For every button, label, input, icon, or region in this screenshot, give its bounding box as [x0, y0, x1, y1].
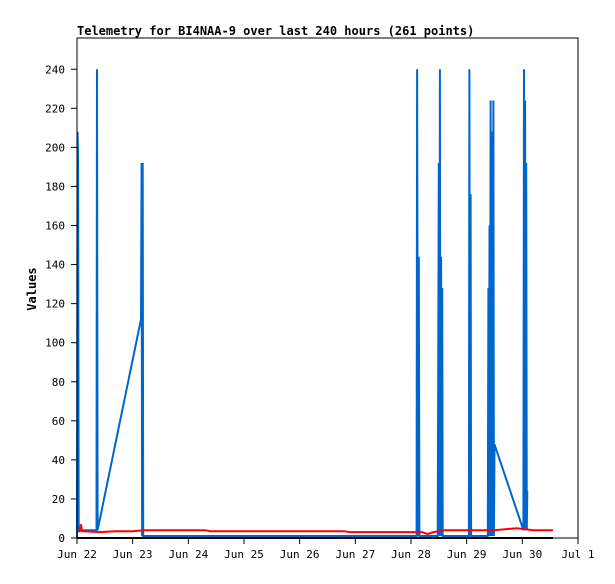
y-tick-label: 140: [45, 259, 65, 272]
y-axis-label: Values: [25, 267, 39, 310]
y-tick-label: 220: [45, 102, 65, 115]
series-layer: [76, 69, 553, 539]
y-tick-label: 240: [45, 63, 65, 76]
x-axis-ticks: Jun 22 Jun 23 Jun 24 Jun 25 Jun 26 Jun 27 Jun …: [57, 538, 595, 561]
y-tick-label: 80: [52, 376, 65, 389]
y-tick-label: 200: [45, 141, 65, 154]
x-tick-label: Jun 22: [57, 548, 97, 561]
y-axis-ticks: 0 20 40 60 80 100 120 140 160 180 200 220 240: [45, 63, 77, 545]
y-tick-label: 120: [45, 298, 65, 311]
y-tick-label: 0: [58, 532, 65, 545]
x-tick-label: Jun 30: [502, 548, 542, 561]
x-tick-label: Jun 28: [391, 548, 431, 561]
x-tick-label: Jun 29: [447, 548, 487, 561]
y-tick-label: 40: [52, 454, 65, 467]
y-tick-label: 180: [45, 180, 65, 193]
y-tick-label: 100: [45, 337, 65, 350]
plot-frame: [76, 37, 579, 539]
x-tick-label: Jul 1: [561, 548, 594, 561]
chart-title: Telemetry for BI4NAA-9 over last 240 hou…: [77, 24, 474, 38]
x-tick-label: Jun 27: [335, 548, 375, 561]
series-line-1: [77, 524, 553, 536]
y-tick-label: 20: [52, 493, 65, 506]
x-tick-label: Jun 23: [113, 548, 153, 561]
x-tick-label: Jun 24: [168, 548, 208, 561]
y-tick-label: 60: [52, 415, 65, 428]
y-tick-label: 160: [45, 220, 65, 233]
x-tick-label: Jun 26: [280, 548, 320, 561]
x-tick-label: Jun 25: [224, 548, 264, 561]
series-line-0: [76, 69, 529, 539]
